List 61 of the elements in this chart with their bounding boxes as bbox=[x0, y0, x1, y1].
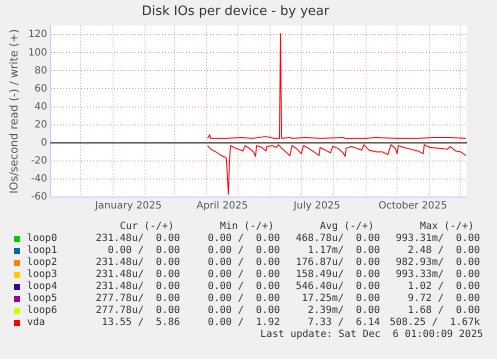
x-tick-label: January 2025 bbox=[94, 200, 162, 212]
x-tick-label: April 2025 bbox=[196, 200, 248, 212]
legend-label: vda bbox=[27, 317, 46, 328]
text: 1.68 / 0.00 bbox=[408, 305, 480, 316]
y-tick-label: 0 bbox=[40, 137, 48, 148]
text: Max (-/+) bbox=[420, 221, 474, 232]
text: 0.00 / 0.00 bbox=[208, 245, 280, 256]
y-tick-label: 100 bbox=[28, 47, 48, 58]
chart-title: Disk IOs per device - by year bbox=[142, 4, 330, 20]
text: 0.00 / 0.00 bbox=[208, 257, 280, 268]
text: 277.78u/ 0.00 bbox=[96, 293, 180, 304]
y-axis-title: IOs/second read (-) / write (+) bbox=[7, 29, 20, 194]
text: 1.02 / 0.00 bbox=[408, 281, 480, 292]
text: 546.40u/ 0.00 bbox=[296, 281, 380, 292]
text: 0.00 / 0.00 bbox=[208, 281, 280, 292]
text: 231.48u/ 0.00 bbox=[96, 281, 180, 292]
text: Last update: Sat Dec 6 01:00:09 2025 bbox=[259, 329, 484, 341]
text: 231.48u/ 0.00 bbox=[96, 257, 180, 268]
text: 993.33m/ 0.00 bbox=[396, 269, 480, 280]
text: 17.25m/ 0.00 bbox=[302, 293, 380, 304]
y-tick-label: -60 bbox=[30, 192, 48, 203]
y-tick-label: 60 bbox=[34, 83, 48, 94]
text: 9.72 / 0.00 bbox=[408, 293, 480, 304]
legend-label: loop4 bbox=[27, 281, 58, 292]
y-tick-label: 120 bbox=[28, 29, 48, 40]
x-tick-label: July 2025 bbox=[292, 200, 340, 212]
text: 0.00 / 0.00 bbox=[208, 305, 280, 316]
text: Min (-/+) bbox=[220, 221, 274, 232]
text: 0.00 / 0.00 bbox=[208, 293, 280, 304]
text: 0.00 / 1.92 bbox=[208, 317, 280, 328]
legend-label: loop1 bbox=[27, 245, 58, 256]
legend-label: loop2 bbox=[27, 257, 58, 268]
text: 176.87u/ 0.00 bbox=[296, 257, 380, 268]
text: 0.00 / 0.00 bbox=[208, 269, 280, 280]
text: 993.31m/ 0.00 bbox=[396, 233, 480, 244]
x-tick-label: October 2025 bbox=[378, 200, 448, 212]
legend-label: loop6 bbox=[27, 305, 58, 316]
text: 7.33 / 6.14 bbox=[308, 317, 380, 328]
text: 508.25 / 1.67k bbox=[390, 317, 480, 328]
text: Cur (-/+) bbox=[120, 221, 174, 232]
text: 468.78u/ 0.00 bbox=[296, 233, 380, 244]
y-tick-label: -40 bbox=[30, 174, 48, 185]
text: 0.00 / 0.00 bbox=[108, 245, 180, 256]
legend-label: loop5 bbox=[27, 293, 58, 304]
text: 231.48u/ 0.00 bbox=[96, 233, 180, 244]
y-tick-label: 40 bbox=[34, 101, 48, 112]
text: 0.00 / 0.00 bbox=[208, 233, 280, 244]
text: 13.55 / 5.86 bbox=[102, 317, 180, 328]
legend-label: loop3 bbox=[27, 269, 58, 280]
text: 277.78u/ 0.00 bbox=[96, 305, 180, 316]
y-tick-label: 20 bbox=[34, 119, 48, 130]
text: 982.93m/ 0.00 bbox=[396, 257, 480, 268]
y-tick-label: -20 bbox=[30, 156, 48, 167]
y-tick-label: 80 bbox=[34, 65, 48, 76]
text: Avg (-/+) bbox=[320, 221, 374, 232]
text: 2.48 / 0.00 bbox=[408, 245, 480, 256]
text: 158.49u/ 0.00 bbox=[296, 269, 380, 280]
text: 2.39m/ 0.00 bbox=[308, 305, 380, 316]
legend-label: loop0 bbox=[27, 233, 58, 244]
text: 231.48u/ 0.00 bbox=[96, 269, 180, 280]
text: 1.17m/ 0.00 bbox=[308, 245, 380, 256]
